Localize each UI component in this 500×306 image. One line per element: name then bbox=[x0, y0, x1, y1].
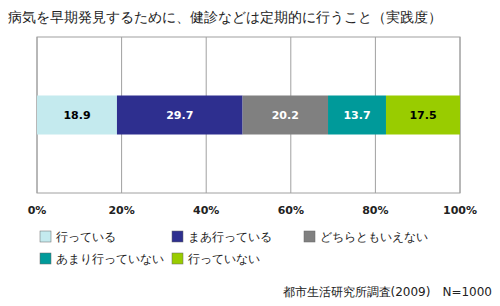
legend: 行っている まあ行っている どちらともいえないあまり行っていない 行っていない bbox=[40, 230, 428, 266]
bar-segment bbox=[117, 96, 243, 135]
tick-label: 0% bbox=[28, 204, 47, 217]
chart: 病気を早期発見するために、健診などは定期的に行うこと（実践度） 0% 20% 40% 6… bbox=[0, 0, 500, 306]
legend-label: どちらともいえない bbox=[320, 230, 428, 244]
bar-segment bbox=[328, 96, 386, 135]
data-labels: 18.9 29.7 20.2 13.7 17.5 bbox=[63, 109, 436, 122]
legend-label: 行っていない bbox=[188, 252, 260, 266]
bar-segment bbox=[243, 96, 328, 135]
bar-segment bbox=[386, 96, 460, 135]
tick-label: 60% bbox=[278, 204, 304, 217]
data-label: 18.9 bbox=[63, 109, 90, 122]
legend-label: あまり行っていない bbox=[56, 252, 164, 266]
tick-label: 20% bbox=[108, 204, 134, 217]
legend-swatch bbox=[172, 231, 183, 242]
tick-label: 40% bbox=[193, 204, 219, 217]
legend-swatch bbox=[40, 253, 51, 264]
legend-label: 行っている bbox=[56, 230, 116, 244]
annotation: 都市生活研究所調査(2009) N=1000 bbox=[283, 285, 492, 299]
tick-label: 100% bbox=[443, 204, 477, 217]
tick-label: 80% bbox=[362, 204, 388, 217]
bars bbox=[37, 96, 460, 135]
data-label: 20.2 bbox=[272, 109, 299, 122]
legend-swatch bbox=[304, 231, 315, 242]
title: 病気を早期発見するために、健診などは定期的に行うこと（実践度） bbox=[8, 9, 442, 25]
plot-frame bbox=[37, 37, 460, 193]
data-label: 29.7 bbox=[166, 109, 193, 122]
legend-swatch bbox=[172, 253, 183, 264]
data-label: 13.7 bbox=[343, 109, 370, 122]
data-label: 17.5 bbox=[409, 109, 436, 122]
legend-label: まあ行っている bbox=[188, 230, 272, 244]
legend-swatch bbox=[40, 231, 51, 242]
bar-segment bbox=[37, 96, 117, 135]
